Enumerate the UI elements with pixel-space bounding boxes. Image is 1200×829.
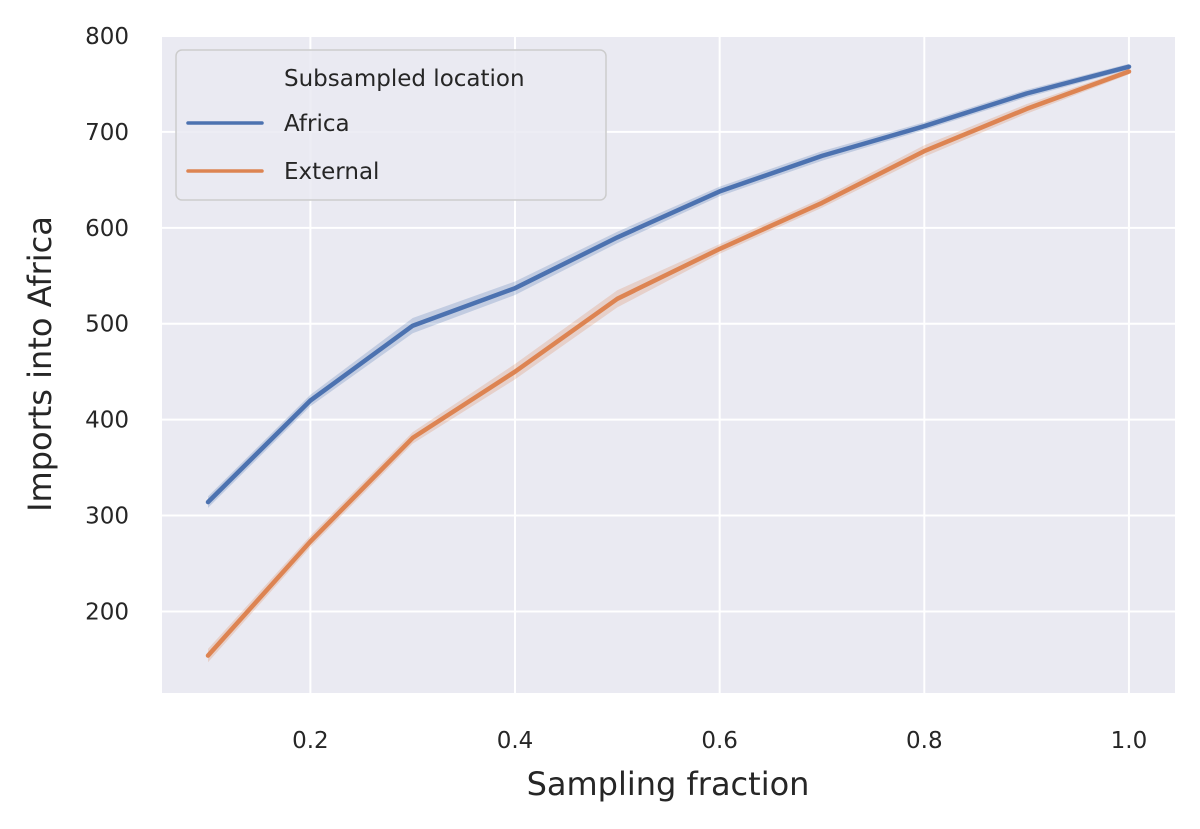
point-external — [718, 247, 722, 251]
legend-title: Subsampled location — [284, 66, 525, 92]
x-axis-label: Sampling fraction — [527, 765, 810, 803]
y-tick-label: 700 — [85, 120, 129, 146]
line-external — [205, 69, 1132, 658]
point-external — [411, 436, 415, 440]
point-africa — [411, 324, 415, 328]
point-external — [820, 201, 824, 205]
point-external — [308, 539, 312, 543]
point-africa — [820, 154, 824, 158]
series-lines — [205, 64, 1132, 658]
y-axis-label: Imports into Africa — [21, 216, 59, 512]
point-external — [615, 297, 619, 301]
legend-box — [175, 49, 607, 201]
x-tick-label: 0.2 — [292, 728, 329, 754]
legend-label-external: External — [284, 159, 379, 185]
line-africa — [205, 64, 1132, 505]
y-tick-label: 500 — [85, 312, 129, 338]
point-external — [206, 654, 210, 658]
y-tick-label: 800 — [85, 24, 129, 50]
point-africa — [308, 398, 312, 402]
x-tick-label: 0.6 — [701, 728, 738, 754]
point-africa — [615, 235, 619, 239]
legend-label-africa: Africa — [284, 111, 350, 137]
point-africa — [206, 500, 210, 504]
point-africa — [718, 189, 722, 193]
point-africa — [1127, 65, 1131, 69]
point-external — [922, 149, 926, 153]
x-tick-labels: 0.2 0.4 0.6 0.8 1.0 — [292, 728, 1147, 754]
point-external — [1127, 69, 1131, 73]
x-tick-label: 1.0 — [1111, 728, 1148, 754]
point-external — [1025, 107, 1029, 111]
y-tick-labels: 200 300 400 500 600 700 800 — [85, 24, 129, 625]
y-tick-label: 600 — [85, 216, 129, 242]
x-tick-label: 0.4 — [497, 728, 534, 754]
y-tick-label: 200 — [85, 599, 129, 625]
point-africa — [513, 286, 517, 290]
legend: Subsampled location Africa External — [175, 49, 607, 201]
point-africa — [922, 124, 926, 128]
point-external — [513, 370, 517, 374]
y-tick-label: 400 — [85, 408, 129, 434]
grid — [162, 35, 1175, 693]
point-africa — [1025, 92, 1029, 96]
x-tick-label: 0.8 — [906, 728, 943, 754]
y-tick-label: 300 — [85, 504, 129, 530]
